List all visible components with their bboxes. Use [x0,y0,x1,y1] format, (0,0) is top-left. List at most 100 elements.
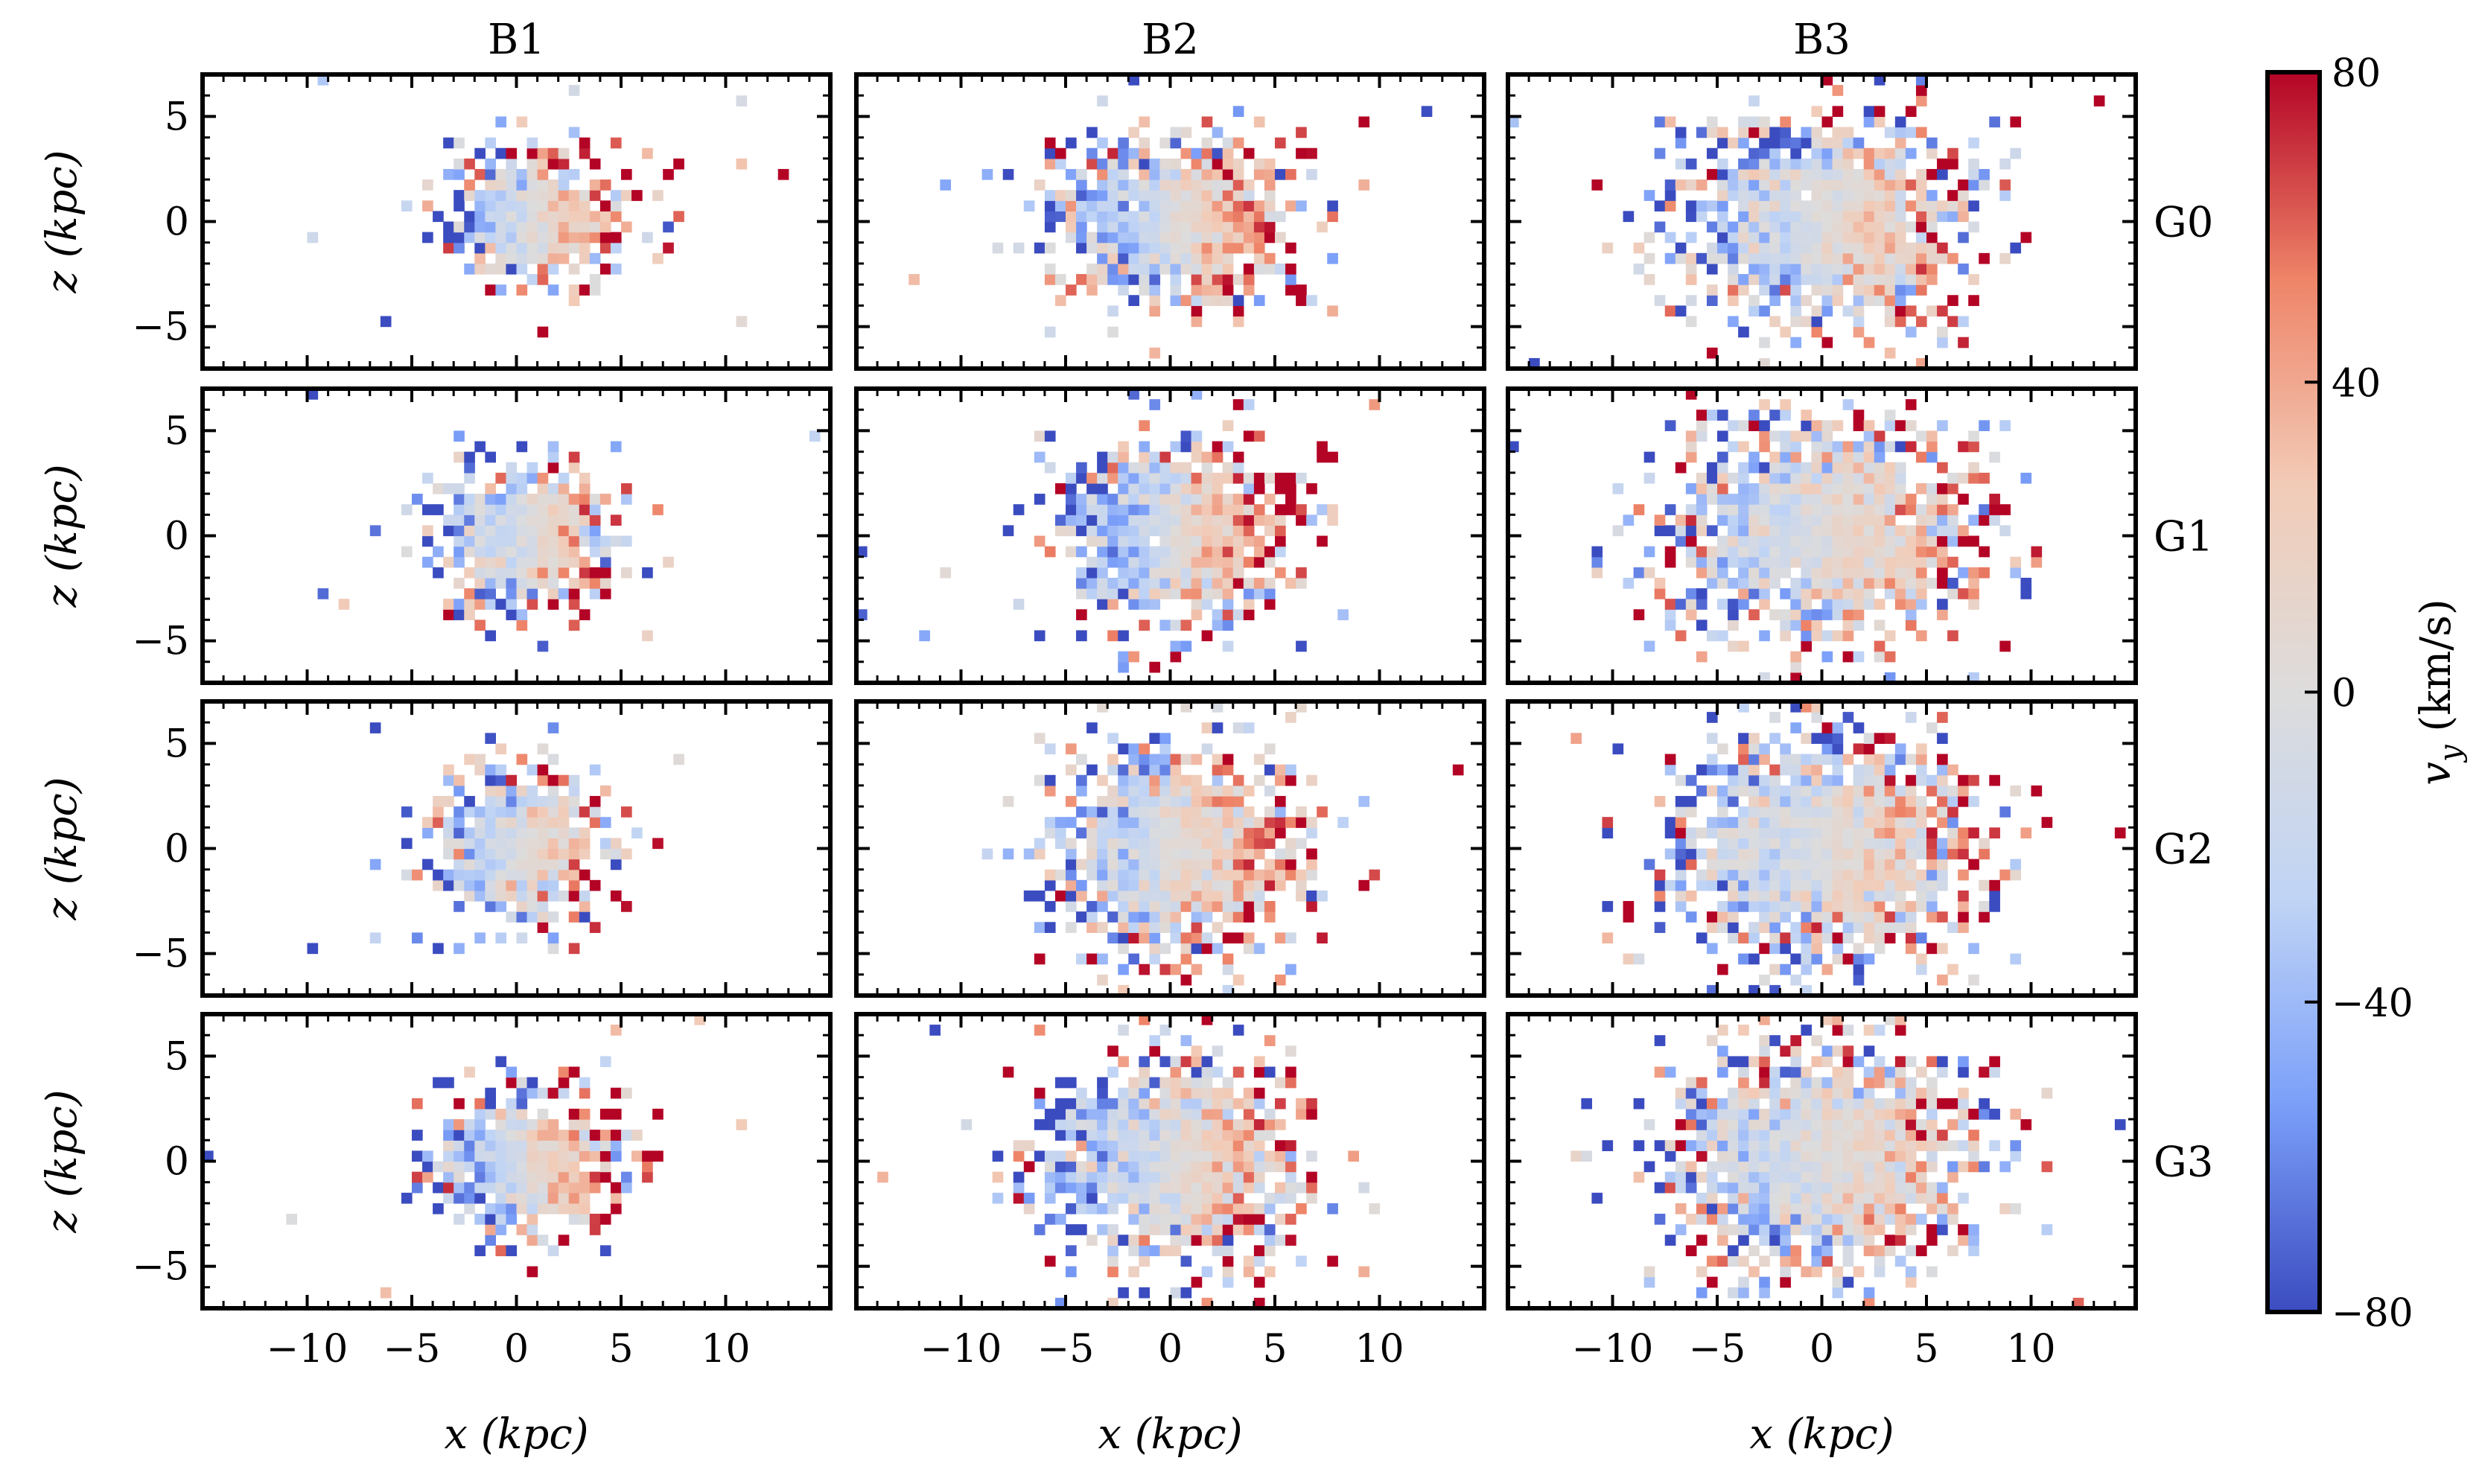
pixel-bin [1452,764,1464,776]
pixel-bin [1296,147,1307,159]
pixel-bin [1717,211,1728,223]
pixel-bin [1159,764,1171,776]
pixel-bin [1264,211,1276,223]
pixel-bin [1717,494,1728,505]
pixel-bin [1159,504,1171,515]
pixel-bin [1937,817,1948,828]
pixel-bin [1128,252,1139,264]
pixel-bin [1842,620,1854,631]
pixel-bin [485,221,496,233]
pixel-bin [537,168,549,180]
pixel-bin [1759,785,1770,797]
y-tick-label: −5 [132,305,189,350]
pixel-bin [1222,1276,1234,1288]
pixel-bin [1201,200,1213,211]
pixel-bin [464,1066,475,1078]
pixel-bin [1212,943,1223,955]
pixel-bin [1915,525,1927,537]
pixel-bin [1191,190,1203,201]
pixel-bin [1149,263,1161,275]
pixel-bin [1706,911,1718,923]
pixel-bin [558,211,570,223]
pixel-bin [1602,932,1614,944]
pixel-bin [610,535,622,547]
pixel-bin [736,1119,748,1130]
pixel-bin [1191,1235,1203,1246]
pixel-bin [443,232,454,243]
pixel-bin [1076,567,1087,579]
pixel-bin [1118,911,1129,923]
pixel-bin [516,620,528,631]
pixel-bin [1748,95,1760,106]
pixel-bin [1863,859,1875,870]
pixel-bin [1790,901,1801,912]
pixel-bin [1149,901,1161,912]
pixel-bin [1097,974,1108,986]
pixel-bin [1905,774,1917,786]
pixel-bin [1139,1108,1150,1120]
pixel-bin [1149,556,1161,568]
pixel-bin [1717,1108,1728,1120]
pixel-bin [1706,1214,1718,1225]
pixel-bin [1275,483,1286,494]
y-tick-label: 5 [165,95,189,139]
pixel-bin [1769,232,1781,243]
pixel-bin [568,620,580,631]
pixel-bin [1717,556,1728,568]
pixel-bin [1769,525,1781,537]
pixel-bin [599,1140,611,1151]
pixel-bin [1086,567,1098,579]
pixel-bin [1222,1203,1234,1214]
pixel-bin [1926,305,1938,317]
pixel-bin [1264,785,1276,797]
pixel-bin [1369,869,1381,881]
pixel-bin [1937,567,1948,579]
pixel-bin [1780,252,1791,264]
pixel-bin [1285,504,1296,515]
pixel-bin [1232,158,1244,170]
pixel-bin [1139,743,1150,755]
pixel-bin [1706,1108,1718,1120]
pixel-bin [1769,964,1781,975]
pixel-bin [1253,200,1265,211]
pixel-bin [1253,1098,1265,1109]
pixel-bin [1191,1077,1203,1089]
pixel-bin [1769,137,1781,149]
pixel-bin [1759,357,1770,369]
pixel-bin [1926,274,1938,285]
pixel-bin [1958,827,1969,838]
pixel-bin [516,901,528,912]
pixel-bin [1139,785,1150,797]
pixel-bin [1821,462,1833,474]
pixel-bin [2020,472,2032,484]
pixel-bin [1738,252,1749,264]
pixel-bin [474,263,486,275]
pixel-bin [1159,754,1171,765]
pixel-bin [1034,890,1046,902]
pixel-bin [1253,1140,1265,1151]
pixel-bin [1905,754,1917,765]
pixel-bin [1623,211,1635,223]
pixel-bin [1149,890,1161,902]
pixel-bin [1790,599,1801,610]
pixel-bin [547,1245,559,1257]
pixel-bin [579,827,591,838]
pixel-bin [1874,483,1885,494]
pixel-bin [526,795,538,807]
pixel-bin [1654,795,1666,807]
pixel-bin [495,116,507,128]
pixel-bin [1915,848,1927,860]
pixel-bin [1801,764,1813,776]
pixel-bin [1884,158,1896,170]
pixel-bin [526,1077,538,1089]
pixel-bin [1863,922,1875,933]
pixel-bin [1232,848,1244,860]
pixel-bin [1139,754,1150,765]
pixel-bin [610,1192,622,1204]
pixel-bin [1180,838,1192,850]
pixel-bin [1107,221,1118,233]
pixel-bin [568,232,580,243]
pixel-bin [1191,483,1203,494]
pixel-bin [506,1171,518,1183]
pixel-bin [1633,953,1645,965]
